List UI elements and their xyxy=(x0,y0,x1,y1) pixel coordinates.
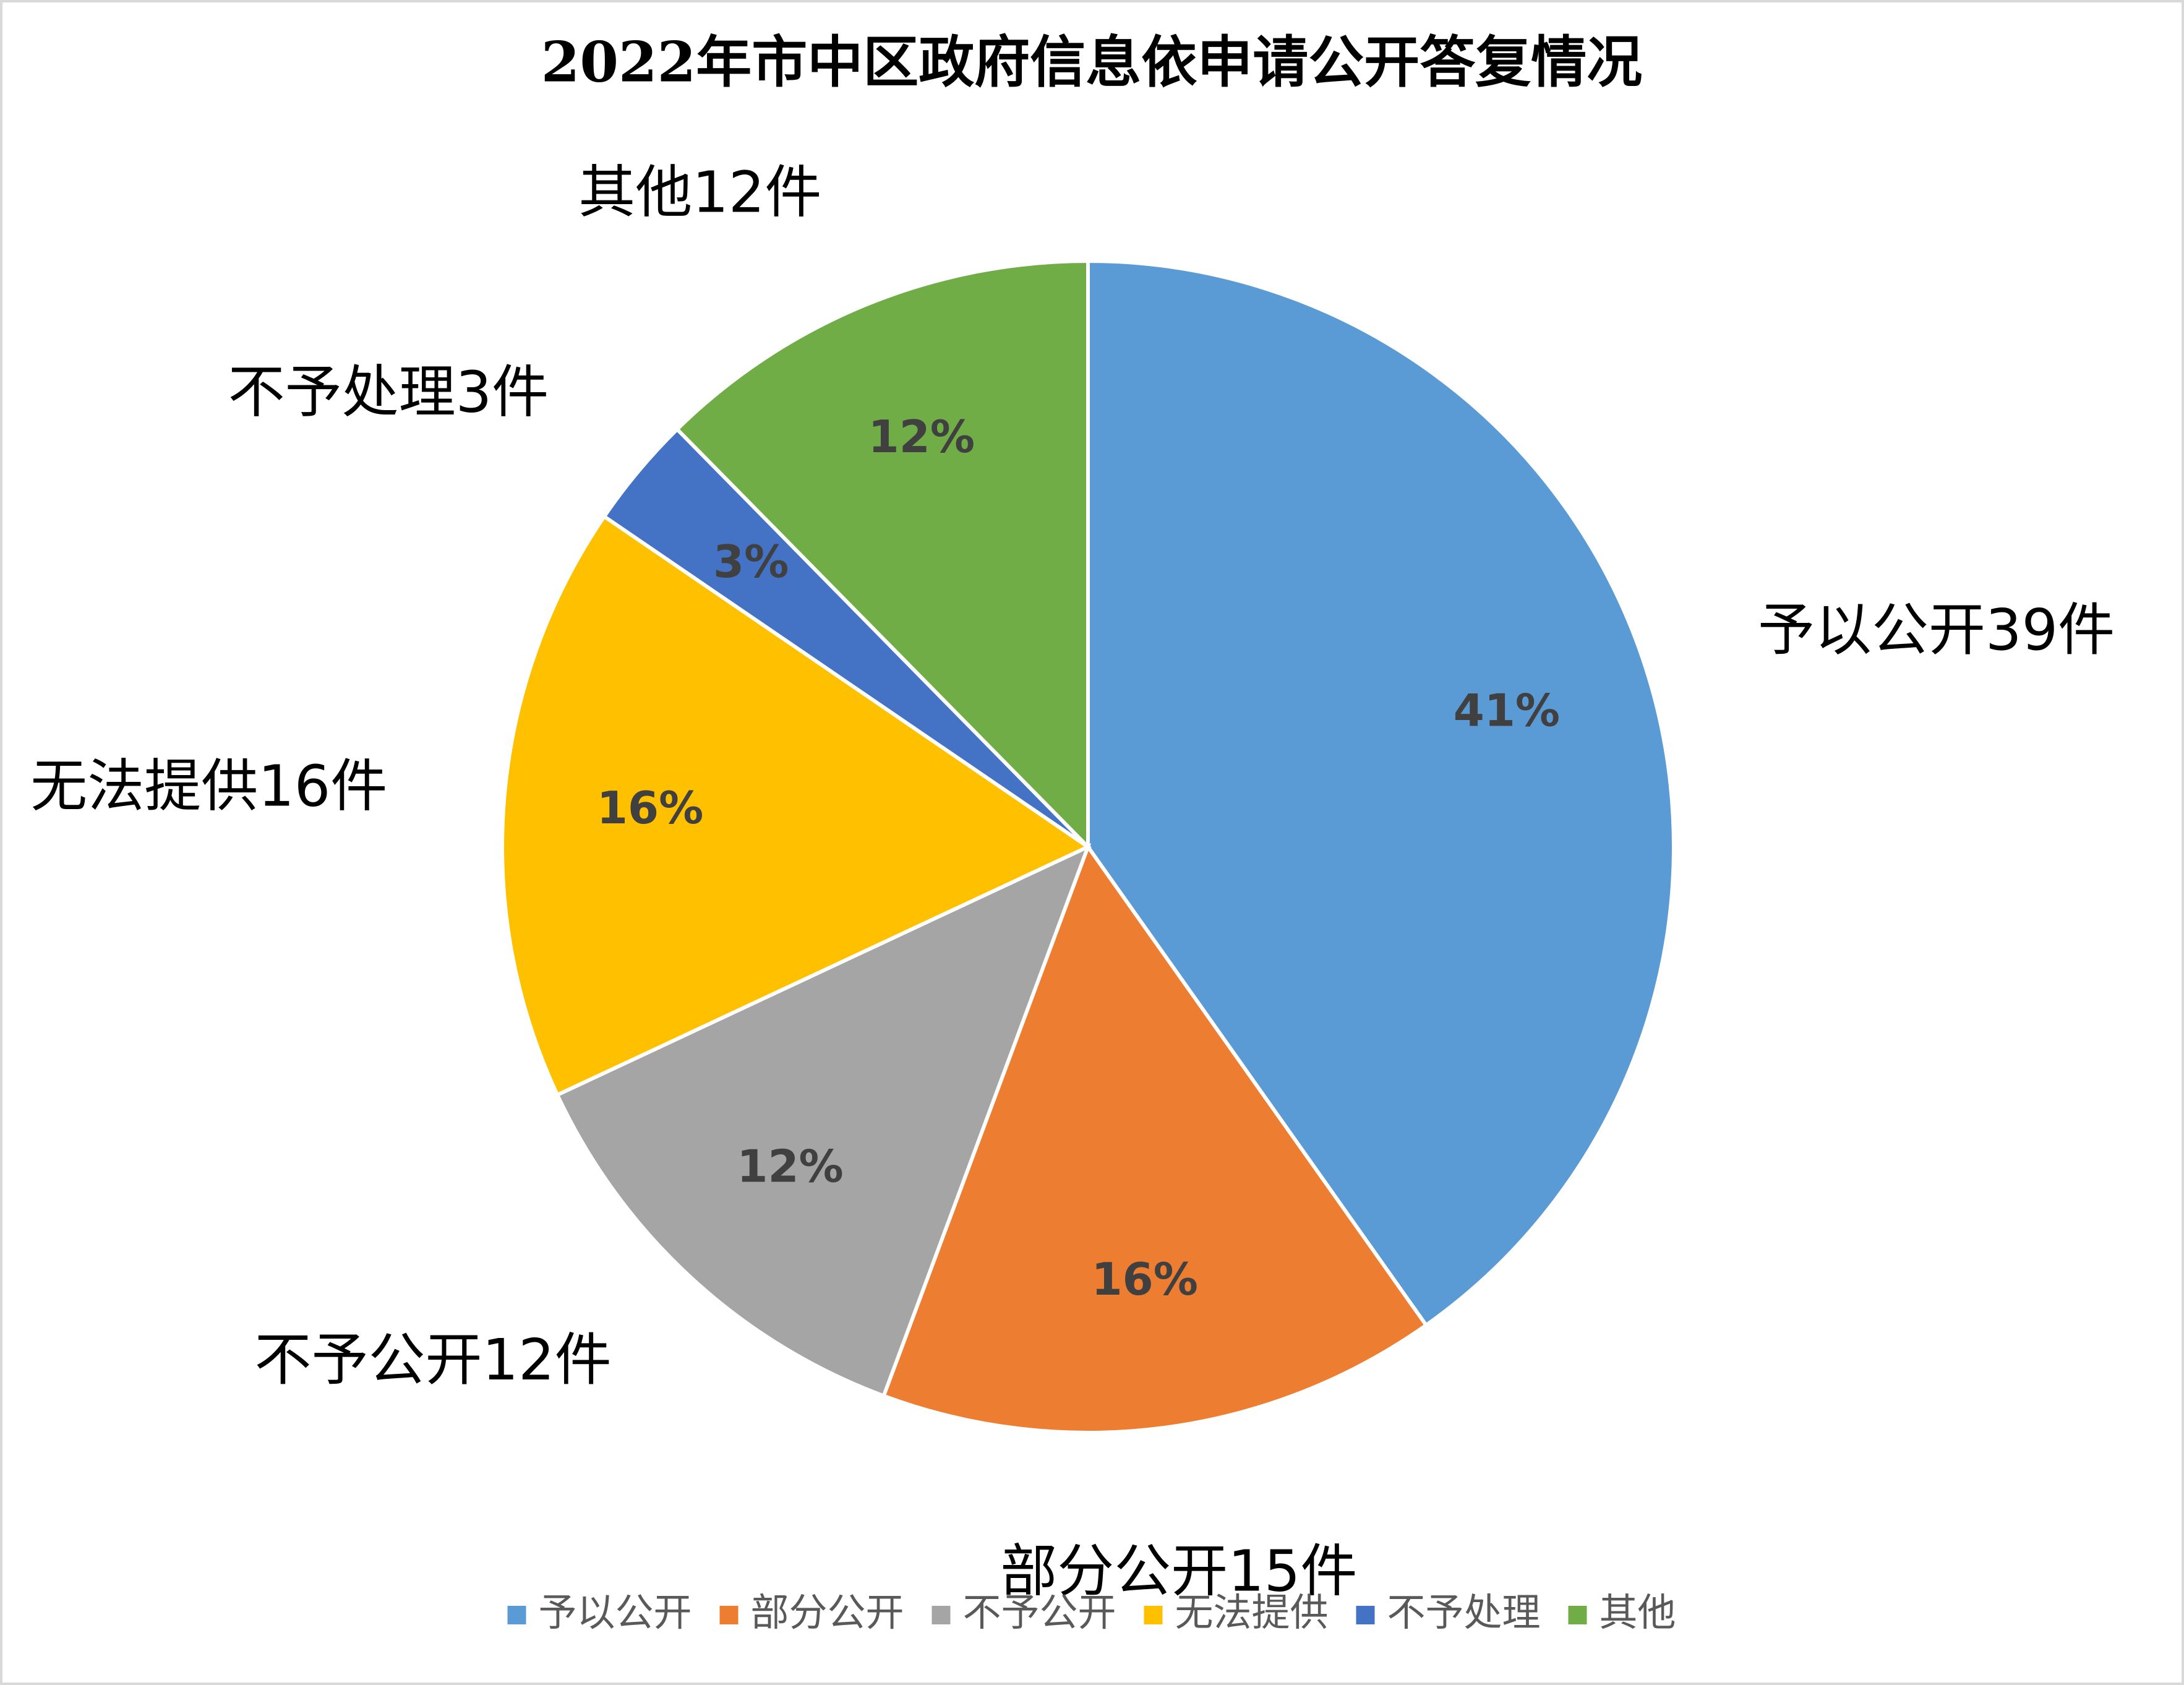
legend-label: 其他 xyxy=(1599,1590,1676,1635)
outside-label: 其他12件 xyxy=(578,160,821,226)
percent-label: 16% xyxy=(597,782,703,834)
legend-swatch xyxy=(719,1606,739,1624)
legend-label: 部分公开 xyxy=(751,1590,904,1635)
outside-label: 无法提供16件 xyxy=(30,753,387,819)
outside-label: 不予公开12件 xyxy=(255,1327,612,1393)
outside-label: 不予处理3件 xyxy=(228,359,549,425)
outside-label: 部分公开15件 xyxy=(1000,1538,1357,1604)
legend-label: 不予处理 xyxy=(1387,1590,1541,1635)
pie-slice xyxy=(881,842,1429,1434)
pie-slice xyxy=(1086,259,1676,1328)
percent-label: 3% xyxy=(713,536,789,588)
percent-label: 16% xyxy=(1092,1253,1198,1305)
pie-slice xyxy=(555,843,1092,1399)
legend-label: 无法提供 xyxy=(1175,1590,1329,1635)
chart-title: 2022年市中区政府信息依申请公开答复情况 xyxy=(541,30,1643,95)
legend-label: 予以公开 xyxy=(539,1590,692,1635)
pie-slice xyxy=(500,513,1092,1097)
pie-slice xyxy=(674,259,1090,852)
legend-swatch xyxy=(507,1606,526,1624)
outside-label: 予以公开39件 xyxy=(1758,597,2115,663)
percent-label: 41% xyxy=(1454,684,1560,736)
percent-label: 12% xyxy=(737,1141,843,1193)
legend-swatch xyxy=(931,1606,951,1624)
legend-swatch xyxy=(1144,1606,1163,1624)
legend-label: 不予公开 xyxy=(963,1590,1116,1635)
legend-swatch xyxy=(1568,1606,1587,1624)
percent-label: 12% xyxy=(868,411,975,463)
legend-swatch xyxy=(1356,1606,1375,1624)
